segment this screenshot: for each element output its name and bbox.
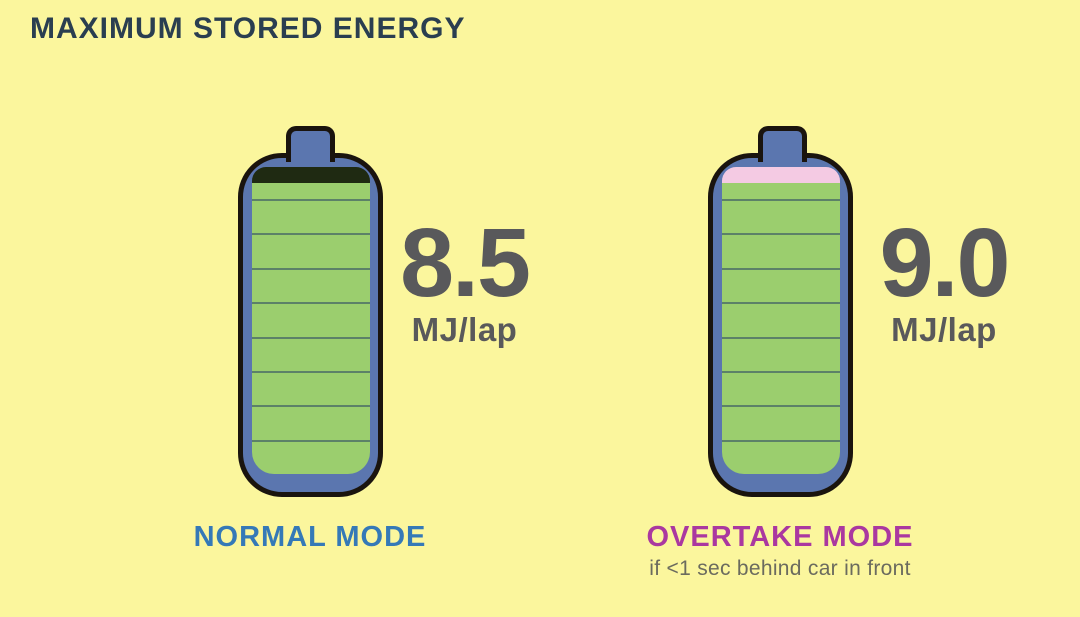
- battery-segment: [722, 439, 840, 474]
- battery-segment: [252, 405, 370, 439]
- battery-segment: [722, 233, 840, 267]
- battery-segment: [252, 183, 370, 199]
- battery-terminal-normal: [286, 126, 335, 162]
- mode-block-overtake: OVERTAKE MODE if <1 sec behind car in fr…: [626, 521, 934, 581]
- battery-segment: [722, 199, 840, 233]
- battery-charge-overtake: [722, 183, 840, 474]
- battery-segment: [722, 405, 840, 439]
- battery-segment: [722, 336, 840, 371]
- battery-extra-cap-overtake: [722, 167, 840, 183]
- mode-block-normal: NORMAL MODE: [160, 521, 460, 554]
- battery-fill-overtake: [722, 167, 840, 474]
- battery-empty-cap-normal: [252, 167, 370, 183]
- battery-segment: [722, 302, 840, 336]
- energy-unit-overtake: MJ/lap: [891, 311, 997, 349]
- energy-value-block-normal: 8.5 MJ/lap: [382, 208, 547, 349]
- battery-segment: [722, 183, 840, 199]
- battery-terminal-overtake: [758, 126, 807, 162]
- energy-value-overtake: 9.0: [879, 208, 1011, 317]
- mode-label-normal: NORMAL MODE: [193, 521, 427, 553]
- battery-fill-normal: [252, 167, 370, 474]
- mode-label-overtake: OVERTAKE MODE: [646, 521, 914, 553]
- energy-unit-normal: MJ/lap: [411, 311, 518, 349]
- energy-value-normal: 8.5: [400, 208, 531, 317]
- battery-segment: [252, 199, 370, 233]
- battery-segment: [252, 336, 370, 371]
- battery-normal: [238, 153, 383, 497]
- battery-overtake: [708, 153, 853, 497]
- battery-segment: [252, 267, 370, 302]
- battery-segment: [252, 302, 370, 336]
- battery-segment: [252, 439, 370, 474]
- battery-segment: [252, 370, 370, 405]
- page-title: MAXIMUM STORED ENERGY: [30, 12, 466, 45]
- energy-value-block-overtake: 9.0 MJ/lap: [858, 208, 1030, 349]
- battery-charge-normal: [252, 183, 370, 474]
- battery-segment: [722, 267, 840, 302]
- mode-note-overtake: if <1 sec behind car in front: [649, 557, 911, 580]
- battery-segment: [722, 370, 840, 405]
- battery-segment: [252, 233, 370, 267]
